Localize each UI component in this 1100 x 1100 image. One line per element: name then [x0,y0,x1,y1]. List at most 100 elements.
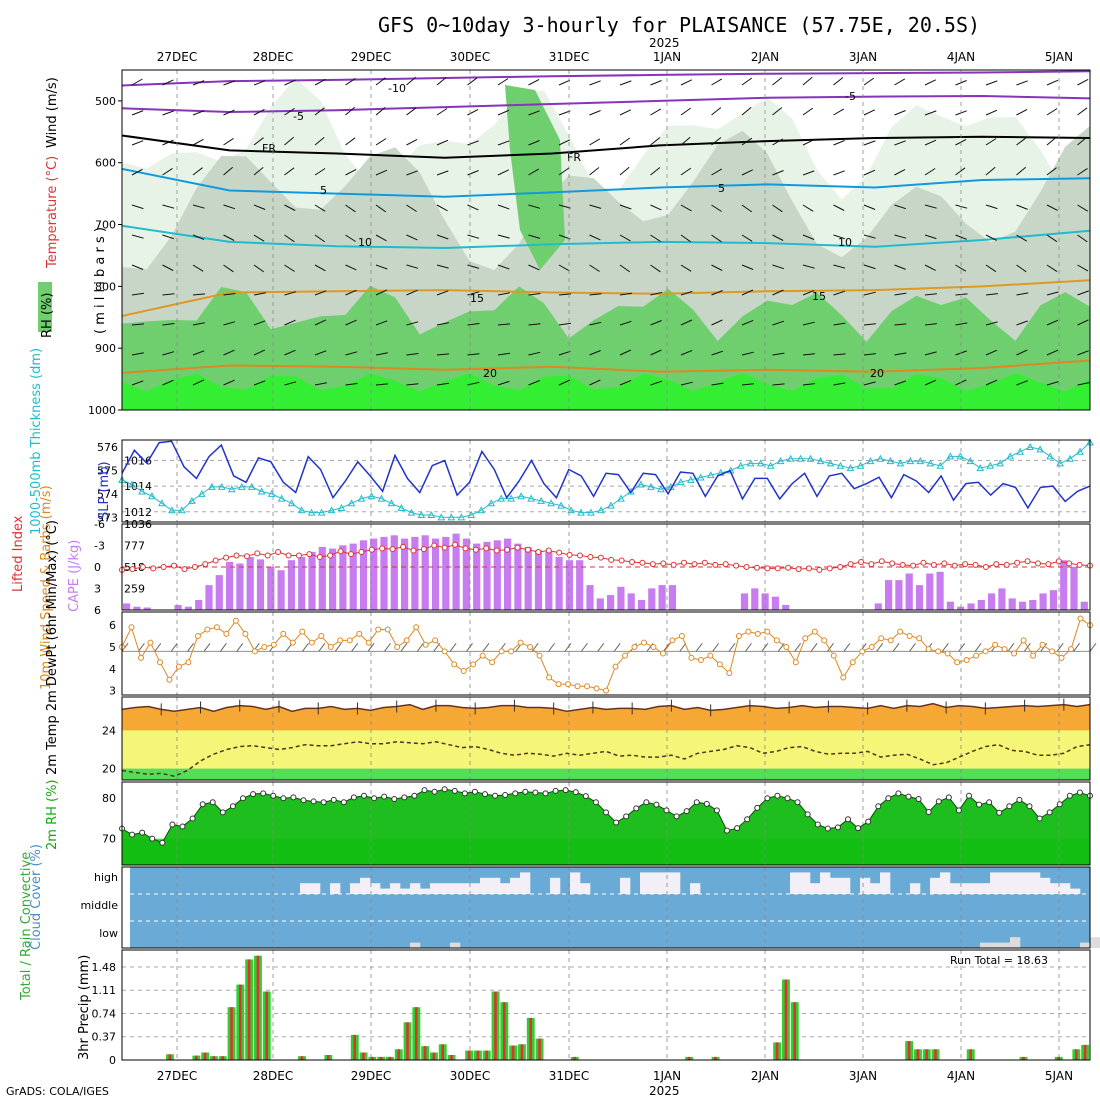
bottom-date-label: 2JAN [751,1069,779,1083]
wind-barb [1007,643,1015,652]
top-date-label: 30DEC [450,50,490,64]
wind-speed-point [156,659,163,666]
wind-barb [802,204,814,212]
cape-bar [123,603,131,610]
li-point [379,545,386,552]
precip-convective-bar [687,1056,691,1060]
li-tick-label: 3 [94,583,101,596]
wind-speed-point [460,667,467,674]
wind-barb [384,643,391,652]
thickness-point [307,508,316,516]
wind-barb [192,204,205,209]
isotherm-line [121,134,1091,159]
li-point [982,564,989,570]
rh-point [461,790,468,797]
thickness-point [996,459,1005,467]
wind-speed-point [840,674,847,681]
isotherm-line [121,70,1091,87]
wind-barb [1016,166,1027,176]
thickness-point [976,464,985,472]
thickness-point [617,494,625,502]
li-point [618,557,625,564]
wind-barb [863,109,876,116]
wind-tick-label: 4 [109,663,116,676]
wind-barb [728,643,736,652]
li-tick-label: -6 [94,518,105,531]
rh-point [199,801,206,808]
wind-speed-point [954,659,961,666]
cape-bar [318,546,326,610]
wind-speed-point [194,633,201,640]
wind-barb [497,264,510,270]
wind-speed-point [489,659,496,666]
cape-bar [740,593,749,610]
thickness-point [696,473,705,481]
cloud-low-bar [410,942,421,948]
thickness-point [347,499,356,507]
thickness-point [826,459,835,467]
wind-barb [650,80,662,86]
wind-barb [1077,350,1089,356]
panel-background [122,440,1090,522]
wind-barb [827,643,834,652]
wind-barb [1046,264,1058,273]
wind-barb [375,234,387,242]
cape-bar [514,543,522,610]
wind-barb [192,110,205,116]
cape-bar [452,533,460,610]
cloud-high-bar [520,872,531,894]
panel-background [122,950,1090,1060]
cloud-level-label: low [99,927,118,940]
cloud-high-bar [1010,872,1021,894]
wind-barb [528,78,540,86]
wind-barb [253,264,265,273]
rh-point [754,804,761,811]
wind-barb [741,351,754,356]
rh-point [149,835,156,842]
wind-barb [284,291,297,296]
wind-barb [833,382,846,386]
wind-speed-point [441,648,448,655]
wind-barb [436,170,449,176]
wind-barb [192,138,204,146]
wind-barb [314,107,325,116]
pressure-tick-label: 900 [95,342,116,355]
wind-barb [802,383,815,386]
thickness-point [387,499,396,507]
wind-barb [833,322,846,326]
precip-convective-bar [485,1050,488,1060]
bottom-date-labels: 27DEC 28DEC 29DEC 30DEC 31DEC 1JAN 2JAN 3JAN 4JA… [157,1069,1073,1083]
wind-barb [162,139,174,146]
li-point [764,565,771,572]
wind-speed-point [1011,650,1018,657]
wind-barb [345,106,356,116]
wind-speed-point [878,635,885,642]
cloud-low-bar [1010,937,1021,948]
wind-barb [863,353,876,356]
wind-barb [253,108,265,116]
wind-barb [741,289,754,296]
li-point [212,557,219,564]
precip-convective-bar [793,1002,796,1060]
cape-bar [205,585,213,610]
rh-point [935,798,942,805]
wind-barb [985,264,997,273]
wind-barb [406,234,418,241]
rh-point [219,809,226,816]
wind-barb [162,234,175,240]
thickness-point [637,480,645,488]
li-point [805,565,812,572]
li-point [358,548,365,555]
rh-ylabel: 2m RH (%) [45,779,60,850]
li-line [121,544,1091,571]
wind-barb [192,264,204,272]
cloud-high-bar [620,877,631,894]
wind-barb [162,351,175,356]
cape-bar [534,550,543,610]
wind-barb [131,292,144,296]
li-point [701,559,708,566]
li-point [306,551,313,558]
wind-barb [745,643,752,652]
cape-bar [133,606,141,610]
wind-speed-point [821,637,828,644]
